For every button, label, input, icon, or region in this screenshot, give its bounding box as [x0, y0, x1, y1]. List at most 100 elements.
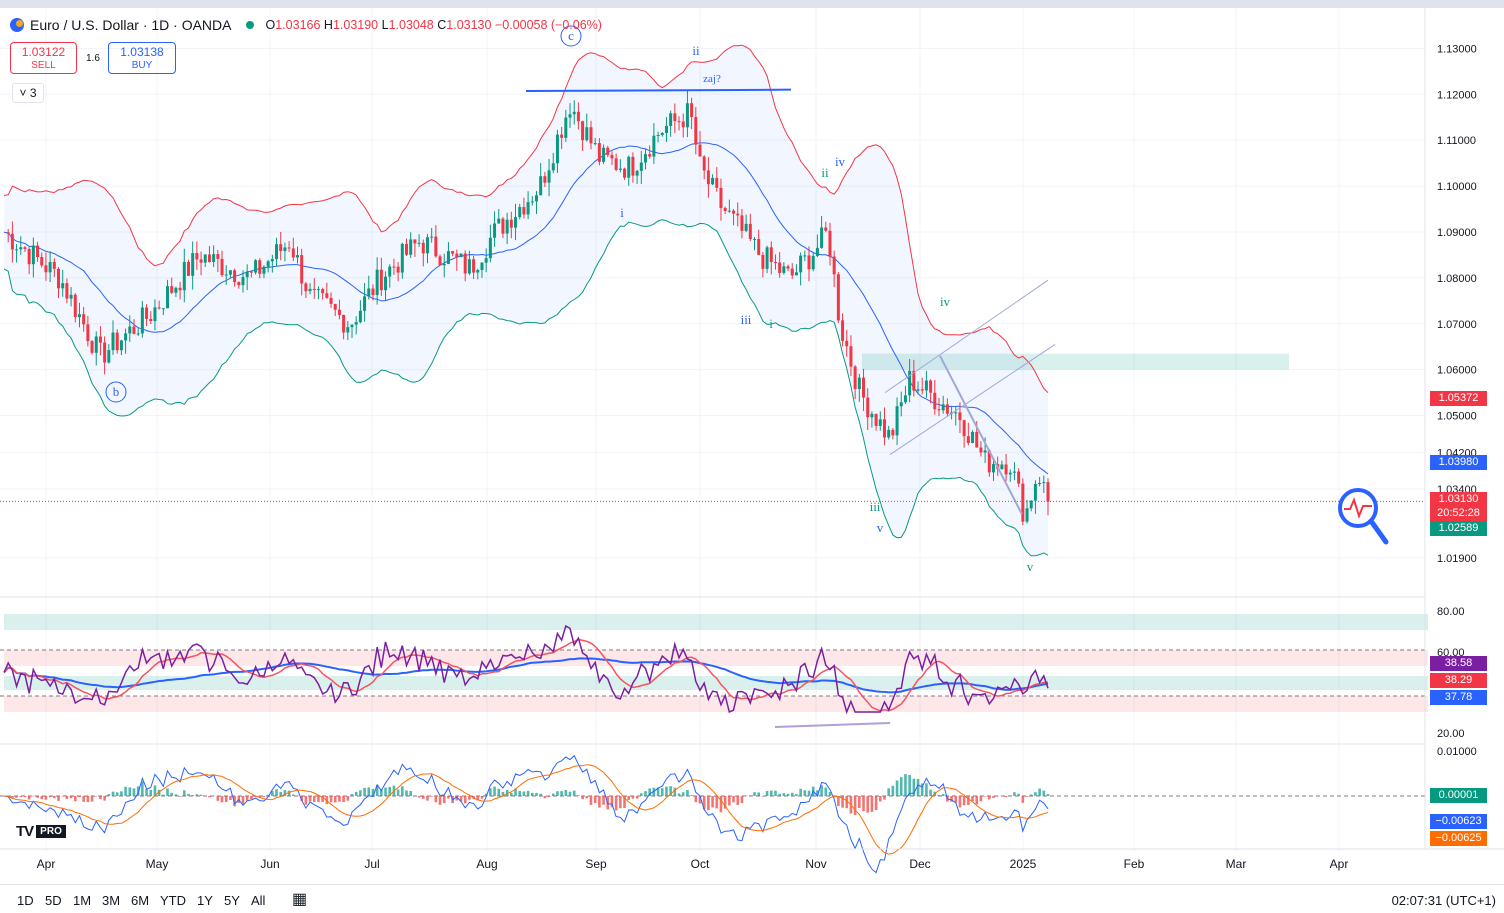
- candle-body: [270, 259, 274, 262]
- magnifier-pulse: [1344, 497, 1372, 519]
- wave-circle-b: [105, 381, 127, 403]
- candle-body: [555, 134, 559, 164]
- macd-hist-bar: [870, 796, 874, 812]
- macd-hist-bar: [694, 796, 698, 803]
- candle-body: [438, 256, 442, 266]
- x-label-5: Sep: [585, 857, 607, 871]
- macd-hist-bar: [979, 796, 983, 802]
- candle-body: [723, 207, 727, 212]
- candle-body: [61, 283, 65, 289]
- wave-label-7: i: [769, 316, 773, 331]
- bollinger-lower: [3, 219, 1049, 557]
- macd-hist-bar: [895, 780, 899, 796]
- macd-hist-bar: [698, 796, 702, 804]
- candle-body: [866, 397, 870, 418]
- macd-hist-bar: [23, 796, 27, 798]
- candle-body: [304, 283, 308, 292]
- candle-body: [853, 366, 857, 390]
- candle-body: [166, 286, 170, 309]
- y-tick-4: 1.09000: [1437, 227, 1477, 239]
- grid: [0, 8, 1425, 852]
- macd-hist-bar: [983, 796, 987, 797]
- timeframe-1m[interactable]: 1M: [73, 893, 92, 908]
- candle-body: [845, 340, 849, 347]
- timeframe-1y[interactable]: 1Y: [197, 893, 213, 908]
- macd-hist-bar: [380, 789, 383, 796]
- macd-hist-bar: [90, 796, 94, 802]
- clock[interactable]: 02:07:31 (UTC+1): [1391, 893, 1496, 908]
- candle-body: [690, 103, 694, 118]
- candle-body: [358, 310, 362, 323]
- macd-hist-bar: [262, 796, 266, 798]
- macd-hist-bar: [312, 796, 316, 802]
- x-label-1: May: [146, 857, 169, 871]
- candle-body: [1008, 472, 1012, 475]
- macd-hist-bar: [413, 795, 417, 797]
- sell-button[interactable]: 1.03122 SELL: [10, 42, 77, 74]
- candle-body: [279, 244, 283, 252]
- indicator-tag-4: −0.00623: [1430, 813, 1487, 829]
- macd-hist-bar: [941, 794, 945, 796]
- macd-hist-bar: [853, 796, 857, 816]
- macd-hist-bar: [790, 792, 794, 796]
- candle-body: [945, 404, 949, 414]
- candle-body: [153, 307, 157, 322]
- candle-body: [363, 296, 367, 311]
- candle-body: [19, 247, 23, 250]
- candle-body: [669, 113, 673, 126]
- candle-body: [249, 271, 253, 273]
- candle-body: [987, 450, 991, 473]
- macd-hist-bar: [120, 791, 123, 796]
- macd-hist-bar: [539, 793, 542, 796]
- candle-body: [308, 288, 312, 292]
- x-label-0: Apr: [37, 857, 56, 871]
- macd-hist-bar: [551, 793, 555, 796]
- symbol-title[interactable]: Euro / U.S. Dollar · 1D · OANDA: [30, 17, 232, 33]
- calendar-icon[interactable]: ▦: [292, 891, 308, 908]
- macd-hist-bar: [157, 789, 161, 796]
- timeframe-1d[interactable]: 1D: [17, 893, 34, 908]
- candle-body: [103, 342, 107, 363]
- macd-hist-bar: [920, 783, 924, 796]
- drawings[interactable]: [0, 88, 1425, 515]
- timeframe-6m[interactable]: 6M: [131, 893, 150, 908]
- macd-hist-bar: [887, 788, 890, 796]
- candle-body: [6, 232, 10, 234]
- candle-body: [614, 158, 618, 170]
- timeframe-ytd[interactable]: YTD: [160, 893, 186, 908]
- macd-hist-bar: [191, 795, 194, 796]
- candle-body: [258, 260, 262, 274]
- macd-hist-bar: [908, 774, 911, 796]
- candle-body: [991, 464, 995, 473]
- zones: [862, 353, 1289, 370]
- macd-hist-bar: [224, 796, 228, 803]
- timeframe-5d[interactable]: 5D: [45, 893, 62, 908]
- timeframe-all[interactable]: All: [251, 893, 266, 908]
- timeframe-3m[interactable]: 3M: [102, 893, 121, 908]
- macd-hist-bar: [530, 792, 534, 796]
- macd-hist-bar: [115, 792, 119, 796]
- macd-hist-bar: [874, 796, 878, 811]
- tv-mark-icon: TV: [16, 823, 34, 840]
- macd-hist-bar: [174, 794, 178, 796]
- macd-hist-bar: [1046, 794, 1050, 796]
- macd-hist-bar: [107, 794, 111, 796]
- candle-body: [1038, 483, 1042, 485]
- sell-price: 1.03122: [21, 45, 66, 59]
- timeframe-5y[interactable]: 5Y: [224, 893, 240, 908]
- candle-body: [31, 245, 35, 265]
- candle-body: [237, 282, 241, 286]
- macd-hist-bar: [707, 796, 710, 811]
- wave-label-4: iv: [835, 154, 846, 169]
- macd-hist-bar: [342, 796, 345, 803]
- indicators-collapse-button[interactable]: ˅ 3: [12, 83, 44, 103]
- candle-body: [417, 242, 421, 244]
- candle-body: [1029, 500, 1033, 509]
- candle-body: [119, 340, 123, 351]
- chevron-down-icon: ˅: [19, 86, 27, 100]
- macd-hist-bar: [732, 796, 735, 803]
- macd-hist-bar: [447, 796, 450, 799]
- candle-body: [736, 213, 740, 216]
- buy-button[interactable]: 1.03138 BUY: [108, 42, 176, 74]
